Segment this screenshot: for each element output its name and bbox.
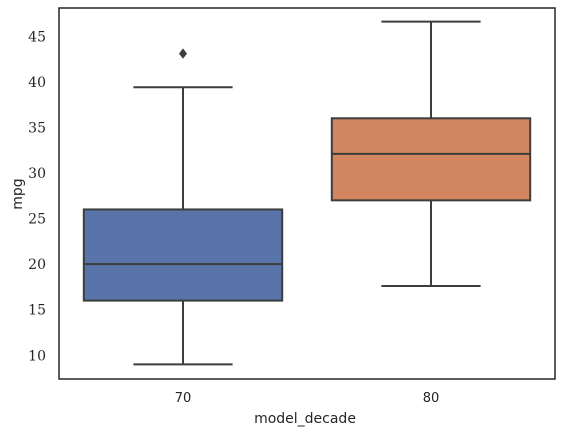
y-tick-label: 30 — [28, 166, 46, 182]
y-tick-label: 10 — [28, 348, 46, 364]
x-axis-label: model_decade — [254, 411, 356, 427]
plot-frame — [58, 7, 556, 380]
x-tick-label: 70 — [175, 391, 192, 406]
y-tick-label: 40 — [28, 75, 46, 91]
iqr-box — [82, 208, 284, 302]
y-tick-label: 45 — [28, 29, 46, 45]
box-70 — [82, 48, 284, 366]
y-tick-label: 35 — [28, 120, 46, 136]
y-axis-label: mpg — [10, 178, 26, 209]
y-tick-labels: 10 15 20 25 30 35 40 45 — [28, 29, 46, 364]
boxes-layer — [82, 20, 532, 366]
x-tick-label: 80 — [423, 391, 440, 406]
x-tick-labels: 70 80 — [175, 391, 440, 406]
outlier-point — [179, 48, 187, 59]
y-tick-label: 15 — [28, 303, 46, 319]
y-tick-label: 25 — [28, 212, 46, 228]
y-tick-label: 20 — [28, 257, 46, 273]
box-80 — [330, 20, 532, 288]
iqr-box — [330, 117, 532, 202]
